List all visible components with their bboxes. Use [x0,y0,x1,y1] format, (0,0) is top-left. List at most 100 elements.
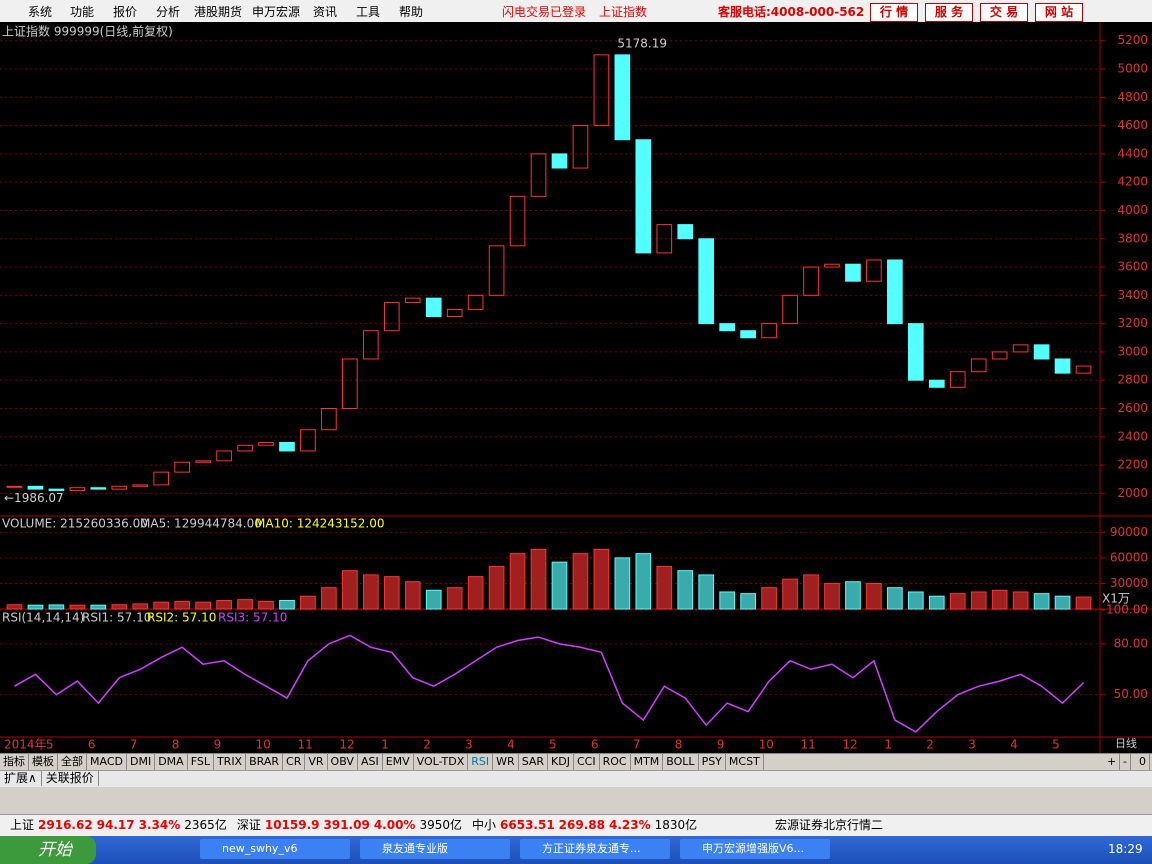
indicator-tab[interactable]: CR [283,754,306,770]
task-window[interactable]: new_swhy_v6 [200,839,350,859]
sub-tabs: 扩展∧ 关联报价 [0,770,1152,787]
indicator-tab[interactable]: VR [305,754,328,770]
status-item: 269.88 [558,818,605,832]
x-tick-label: 8 [675,738,683,752]
rsi-label: RSI2: 57.10 [147,611,216,625]
menu-item[interactable]: 港股期货 [194,5,243,19]
zoom-button[interactable]: - [1120,754,1131,770]
volume-bar [383,576,400,610]
nav-button[interactable]: 服 务 [925,3,973,22]
indicator-tab[interactable]: 指标 [0,754,29,770]
indicator-tab[interactable]: EMV [383,754,414,770]
indicator-tab[interactable]: BRAR [246,754,284,770]
menu-item[interactable]: 资讯 [313,5,338,19]
task-window[interactable]: 泉友通专业版 [360,839,510,859]
sub-tab[interactable]: 扩展∧ [0,771,42,786]
header-link[interactable]: 上证指数 [599,5,648,19]
nav-button[interactable]: 行 情 [870,3,918,22]
indicator-tab[interactable]: CCI [574,754,600,770]
candle [677,224,694,240]
candle [824,263,840,268]
nav-button[interactable]: 交 易 [980,3,1028,22]
indicator-tab[interactable]: FSL [188,754,214,770]
header-link[interactable]: 闪电交易已登录 [502,5,587,19]
volume-bar [6,604,23,610]
sub-tab[interactable]: 关联报价 [42,771,99,786]
status-item: 6653.51 [500,818,555,832]
candle [1033,344,1050,360]
y-tick-label: 100.00 [1106,603,1148,617]
x-tick-label: 5 [1052,738,1060,752]
volume-bar [991,589,1008,610]
unit-label: X1万 [1102,592,1130,606]
indicator-tab[interactable]: KDJ [548,754,574,770]
indicator-tab[interactable]: RSI [468,754,494,770]
x-tick-label: 12 [842,738,857,752]
indicator-tab[interactable]: BOLL [663,754,699,770]
y-tick-label: 2600 [1117,401,1148,415]
y-tick-label: 30000 [1110,576,1148,590]
task-window[interactable]: 申万宏源增强版V6... [680,839,830,859]
indicator-tab[interactable]: DMI [127,754,156,770]
candle [300,429,316,452]
menu-item[interactable]: 分析 [156,5,181,19]
nav-button[interactable]: 网 站 [1035,3,1083,22]
volume-bar [1054,595,1071,610]
indicator-tab[interactable]: ROC [600,754,631,770]
menu-item[interactable]: 功能 [70,5,95,19]
indicator-tab[interactable]: DMA [155,754,188,770]
y-tick-label: 3400 [1117,288,1148,302]
indicator-tab[interactable]: 模板 [29,754,58,770]
annotation: 5178.19 [617,36,667,50]
candle [530,153,547,197]
status-item: 4.00% [373,818,416,832]
x-tick-label: 6 [591,738,599,752]
rsi-line [14,634,1085,733]
menu-item[interactable]: 申万宏源 [252,5,301,19]
candle [593,54,610,127]
menu-item[interactable]: 报价 [113,5,138,19]
zoom-button[interactable]: + [1104,754,1121,770]
indicator-tab[interactable]: SAR [519,754,549,770]
task-window[interactable]: 方正证券泉友通专... [520,839,670,859]
volume-bar [342,570,358,610]
x-tick-label: 7 [633,738,641,752]
status-item: 中小 [472,818,497,832]
volume-bar [761,587,777,610]
indicator-tab[interactable]: WR [493,754,519,770]
indicator-tab[interactable]: MACD [87,754,127,770]
indicator-tab[interactable]: VOL-TDX [414,754,469,770]
y-tick-label: 90000 [1110,525,1148,539]
indicator-tab[interactable]: MCST [726,754,764,770]
indicator-tab[interactable]: MTM [631,754,664,770]
y-tick-label: 2800 [1117,373,1148,387]
candle [132,484,149,487]
volume-bar [845,581,861,610]
y-tick-label: 3200 [1117,316,1148,330]
candle [237,444,253,452]
menu-item[interactable]: 帮助 [399,5,424,19]
candle [1075,365,1092,374]
zoom-button[interactable]: 0 [1136,754,1150,770]
hotline: 客服电话:4008-000-562 [718,5,865,19]
indicator-tab[interactable]: PSY [699,754,726,770]
menu-item[interactable]: 工具 [356,5,381,19]
status-item: 1830亿 [654,818,698,832]
menu-item[interactable]: 系统 [28,5,53,19]
candle [866,259,882,282]
volume-bar [593,548,610,610]
volume-bar [866,582,882,610]
y-tick-label: 5000 [1117,62,1148,76]
indicator-tab[interactable]: OBV [328,754,358,770]
volume-bar [949,593,966,610]
indicator-tab[interactable]: 全部 [58,754,87,770]
volume-bar [111,604,128,610]
candle [551,153,568,169]
candle [845,263,861,282]
start-button[interactable]: 开始 [0,836,96,864]
indicator-tab[interactable]: ASI [358,754,383,770]
chart-title: 上证指数 999999(日线,前复权) [2,24,173,39]
indicator-tab[interactable]: TRIX [214,754,247,770]
candle [153,471,170,486]
x-tick-label: 3 [968,738,976,752]
